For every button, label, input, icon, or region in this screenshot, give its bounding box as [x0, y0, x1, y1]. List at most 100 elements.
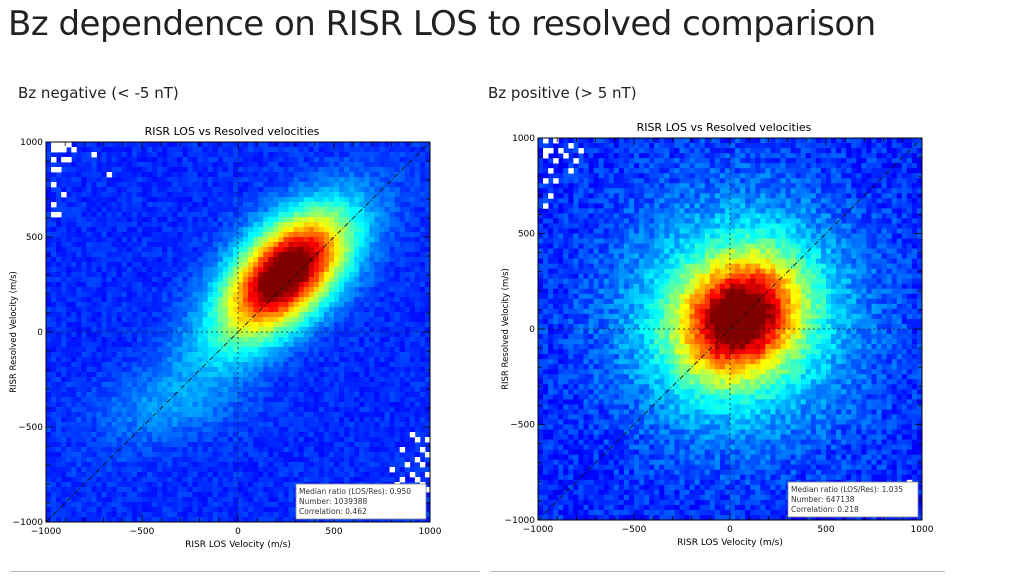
bz-negative-heatmap-cell [248, 367, 254, 373]
bz-negative-heatmap-cell [278, 312, 284, 318]
bz-negative-heatmap-cell [399, 432, 406, 438]
bz-negative-heatmap-cell [157, 272, 163, 278]
bz-negative-heatmap-cell [76, 462, 82, 468]
bz-negative-heatmap-cell [288, 272, 294, 278]
bz-negative-heatmap-cell [202, 312, 209, 318]
bz-negative-heatmap-cell [364, 157, 370, 163]
bz-negative-heatmap-cell [364, 162, 370, 168]
bz-negative-heatmap-cell [283, 267, 289, 273]
bz-negative-heatmap-cell [136, 377, 143, 383]
bz-negative-heatmap-cell [263, 362, 269, 368]
bz-negative-heatmap-cell [328, 217, 335, 223]
bz-negative-heatmap-cell [414, 147, 421, 153]
bz-negative-heatmap-cell [147, 307, 153, 313]
bz-negative-heatmap-cell [399, 297, 406, 303]
bz-negative-heatmap-cell [111, 212, 118, 218]
bz-negative-heatmap-cell [248, 232, 254, 238]
bz-negative-heatmap-cell [172, 432, 178, 438]
bz-negative-heatmap-cell [303, 167, 310, 173]
bz-negative-heatmap-cell [334, 462, 340, 468]
bz-negative-heatmap-cell [404, 457, 411, 463]
bz-negative-heatmap-cell [339, 427, 345, 433]
bz-negative-heatmap-cell [243, 432, 249, 438]
bz-negative-heatmap-cell [167, 217, 173, 223]
bz-negative-heatmap-cell [81, 287, 87, 293]
bz-negative-heatmap-cell [121, 252, 128, 258]
bz-negative-heatmap-cell [399, 367, 406, 373]
bz-negative-heatmap-cell [288, 402, 294, 408]
bz-negative-heatmap-cell [187, 242, 193, 248]
bz-negative-heatmap-cell [222, 327, 229, 333]
bz-negative-heatmap-cell [424, 432, 431, 438]
bz-negative-heatmap-cell [354, 282, 360, 288]
bz-negative-heatmap-cell [323, 182, 330, 188]
bz-negative-heatmap-cell [56, 427, 62, 433]
bz-negative-heatmap-cell [293, 407, 300, 413]
bz-negative-heatmap-cell [172, 207, 178, 213]
bz-negative-heatmap-cell [177, 452, 183, 458]
bz-negative-heatmap-cell [56, 277, 62, 283]
bz-negative-heatmap-cell [172, 327, 178, 333]
bz-negative-heatmap-cell [379, 372, 385, 378]
bz-negative-heatmap-cell [167, 277, 173, 283]
bz-negative-heatmap-cell [202, 462, 209, 468]
bz-negative-heatmap-cell [379, 212, 385, 218]
bz-negative-heatmap-cell [212, 202, 219, 208]
bz-negative-heatmap-cell [394, 247, 401, 253]
bz-negative-heatmap-cell [66, 282, 72, 288]
bz-negative-heatmap-cell [364, 167, 370, 173]
bz-negative-heatmap-cell [207, 157, 214, 163]
bz-negative-heatmap-cell [142, 207, 148, 213]
bz-negative-heatmap-cell [56, 432, 62, 438]
bz-negative-heatmap-cell [323, 447, 330, 453]
bz-negative-heatmap-cell [379, 267, 385, 273]
bz-negative-heatmap-cell [202, 432, 209, 438]
bz-negative-heatmap-cell [217, 367, 224, 373]
bz-negative-heatmap-cell [182, 352, 188, 358]
bz-negative-heatmap-cell [364, 277, 370, 283]
bz-negative-heatmap-cell [71, 162, 77, 168]
bz-negative-heatmap-cell [238, 412, 244, 418]
bz-negative-heatmap-cell [308, 197, 315, 203]
bz-negative-heatmap-cell [364, 397, 370, 403]
bz-negative-heatmap-cell [212, 467, 219, 473]
bz-negative-heatmap-cell [106, 427, 113, 433]
bz-negative-heatmap-cell [273, 392, 279, 398]
bz-negative-heatmap-cell [222, 412, 229, 418]
bz-negative-heatmap-cell [86, 227, 92, 233]
bz-negative-heatmap-cell [339, 222, 345, 228]
bz-negative-heatmap-cell [51, 407, 57, 413]
bz-negative-heatmap-cell [232, 382, 239, 388]
bz-negative-heatmap-cell [136, 422, 143, 428]
bz-negative-heatmap-cell [111, 362, 118, 368]
bz-negative-heatmap-cell [172, 142, 178, 148]
bz-negative-heatmap-cell [394, 217, 401, 223]
bz-negative-heatmap-cell [61, 312, 67, 318]
bz-negative-heatmap-cell [323, 432, 330, 438]
bz-negative-heatmap-cell [91, 422, 97, 428]
bz-negative-heatmap-cell [344, 372, 350, 378]
bz-negative-heatmap-cell [167, 247, 173, 253]
bz-negative-heatmap-cell [157, 432, 163, 438]
bz-negative-heatmap-cell [81, 147, 87, 153]
bz-negative-heatmap-cell [248, 437, 254, 443]
bz-negative-heatmap-cell [202, 282, 209, 288]
bz-negative-heatmap-cell [328, 307, 335, 313]
bz-negative-heatmap-cell [414, 222, 421, 228]
bz-negative-heatmap-cell [56, 242, 62, 248]
bz-negative-heatmap-cell [142, 432, 148, 438]
bz-negative-heatmap-cell [339, 287, 345, 293]
bz-negative-heatmap-cell [369, 382, 375, 388]
bz-negative-heatmap-cell [136, 362, 143, 368]
bz-negative-heatmap-cell [96, 432, 102, 438]
bz-negative-heatmap-cell [66, 292, 72, 298]
bz-negative-heatmap-cell [222, 157, 229, 163]
bz-negative-heatmap-cell [323, 427, 330, 433]
bz-negative-heatmap-cell [374, 207, 380, 213]
bz-negative-heatmap-cell [66, 392, 72, 398]
bz-negative-heatmap-cell [202, 292, 209, 298]
bz-negative-heatmap-cell [61, 222, 67, 228]
bz-negative-heatmap-cell [111, 157, 118, 163]
bz-negative-heatmap-cell [248, 297, 254, 303]
bz-negative-heatmap-cell [142, 232, 148, 238]
